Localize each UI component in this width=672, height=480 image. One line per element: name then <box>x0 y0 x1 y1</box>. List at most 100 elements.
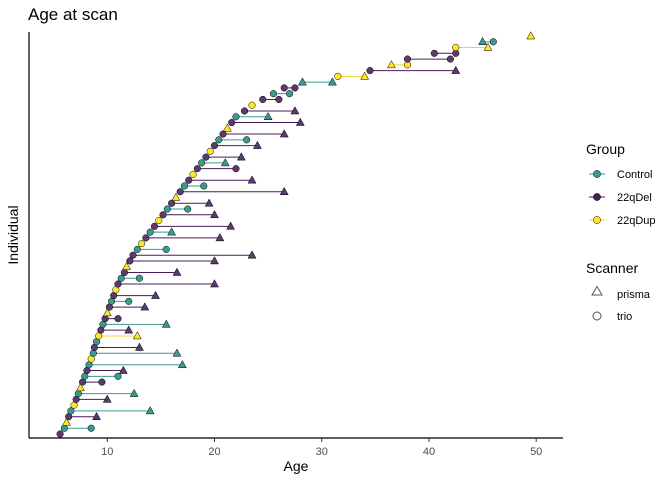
scan-point-trio <box>291 84 299 92</box>
scan-point-prisma <box>76 383 85 392</box>
scan-point-trio <box>193 165 201 173</box>
scan-point-prisma <box>177 359 187 369</box>
legend-key-dot <box>593 193 601 201</box>
scan-point-trio <box>101 315 109 323</box>
scan-point-prisma <box>210 209 219 219</box>
scan-point-trio <box>219 130 227 138</box>
scan-point-prisma <box>279 186 289 195</box>
x-axis-title: Age <box>284 458 309 474</box>
group-legend-title: Group <box>586 141 625 157</box>
scan-point-trio <box>446 55 454 63</box>
scan-point-prisma <box>387 60 396 69</box>
scan-point-prisma <box>236 152 246 161</box>
scan-point-prisma <box>478 36 488 46</box>
legend-item-prisma: prisma <box>591 285 651 301</box>
scan-point-trio <box>120 268 128 277</box>
scan-point-prisma <box>171 192 181 201</box>
scan-point-prisma <box>247 250 257 259</box>
scan-point-trio <box>138 240 146 248</box>
scan-point-trio <box>117 274 125 282</box>
chart-title: Age at scan <box>28 5 118 24</box>
legend-label-prisma: prisma <box>617 289 651 301</box>
scan-point-trio <box>215 136 223 144</box>
scan-point-trio <box>114 280 122 288</box>
legend-key-dot <box>593 170 601 178</box>
scan-point-prisma <box>62 417 71 426</box>
scan-point-trio <box>67 407 75 415</box>
group-legend: Group Control 22qDel 22qDup <box>586 141 656 227</box>
scan-point-trio <box>74 390 82 398</box>
scan-point-prisma <box>92 411 101 420</box>
scan-point-trio <box>198 159 206 167</box>
legend-label-control: Control <box>617 169 652 181</box>
scan-point-trio <box>114 372 122 380</box>
scan-point-trio <box>176 188 184 196</box>
scan-point-trio <box>403 55 412 63</box>
legend-key-dot <box>593 216 601 224</box>
scan-point-prisma <box>161 319 171 328</box>
scan-point-trio <box>180 182 189 190</box>
scan-point-trio <box>452 43 460 52</box>
scan-point-prisma <box>132 331 142 340</box>
scan-point-prisma <box>210 279 219 288</box>
scan-point-prisma <box>118 365 128 374</box>
scan-point-trio <box>98 378 106 386</box>
scan-point-trio <box>150 222 159 230</box>
x-ticks: 10 20 30 40 50 <box>101 438 542 458</box>
scan-point-trio <box>269 90 278 98</box>
scan-point-trio <box>142 234 150 242</box>
legend-label-trio: trio <box>617 311 632 323</box>
scan-point-prisma <box>102 308 112 317</box>
segments-layer <box>64 41 494 429</box>
scan-point-prisma <box>526 31 536 40</box>
scan-point-prisma <box>226 221 236 230</box>
scan-point-prisma <box>172 348 182 357</box>
scan-point-trio <box>126 257 134 265</box>
scan-point-trio <box>240 107 249 115</box>
scan-point-prisma <box>328 77 337 86</box>
scan-point-prisma <box>290 106 300 115</box>
legend-item-control: Control <box>589 169 652 181</box>
scanner-legend: Scanner prisma trio <box>586 260 651 323</box>
scan-point-trio <box>232 113 240 121</box>
scan-point-prisma <box>222 123 232 132</box>
scan-point-prisma <box>360 71 370 80</box>
scan-point-prisma <box>167 227 177 236</box>
scan-point-prisma <box>451 65 461 74</box>
scan-point-prisma <box>122 261 132 270</box>
scan-point-prisma <box>210 256 219 265</box>
plot-area: 10 20 30 40 50 <box>28 31 563 458</box>
scan-point-prisma <box>124 325 134 334</box>
scan-point-prisma <box>215 233 225 242</box>
scan-point-trio <box>135 274 143 282</box>
scan-point-trio <box>189 170 197 178</box>
scan-point-trio <box>430 49 438 57</box>
scan-point-trio <box>56 430 64 438</box>
scan-point-trio <box>125 297 133 305</box>
scan-point-trio <box>248 101 256 109</box>
scan-point-prisma <box>483 42 493 51</box>
scan-point-prisma <box>172 267 182 276</box>
scan-point-prisma <box>298 77 307 86</box>
x-tick-label: 30 <box>316 446 328 458</box>
circle-icon <box>592 311 602 321</box>
scan-point-trio <box>87 424 95 432</box>
x-tick-label: 50 <box>530 446 542 458</box>
legend-item-22qdup: 22qDup <box>589 215 656 227</box>
y-axis-title: Individual <box>5 205 21 264</box>
scan-point-trio <box>163 205 171 213</box>
scan-point-prisma <box>204 198 214 207</box>
scan-point-trio <box>114 315 122 323</box>
scan-point-trio <box>129 251 137 259</box>
scan-point-trio <box>146 228 154 236</box>
legend-item-trio: trio <box>592 311 632 323</box>
scan-point-trio <box>206 147 214 155</box>
points-layer <box>56 31 536 438</box>
scan-point-trio <box>286 90 294 98</box>
scan-point-trio <box>228 118 236 127</box>
scan-point-trio <box>162 245 170 253</box>
scan-point-prisma <box>279 129 289 138</box>
scan-point-trio <box>159 211 167 219</box>
scan-point-trio <box>202 153 210 161</box>
scan-point-trio <box>184 205 192 213</box>
